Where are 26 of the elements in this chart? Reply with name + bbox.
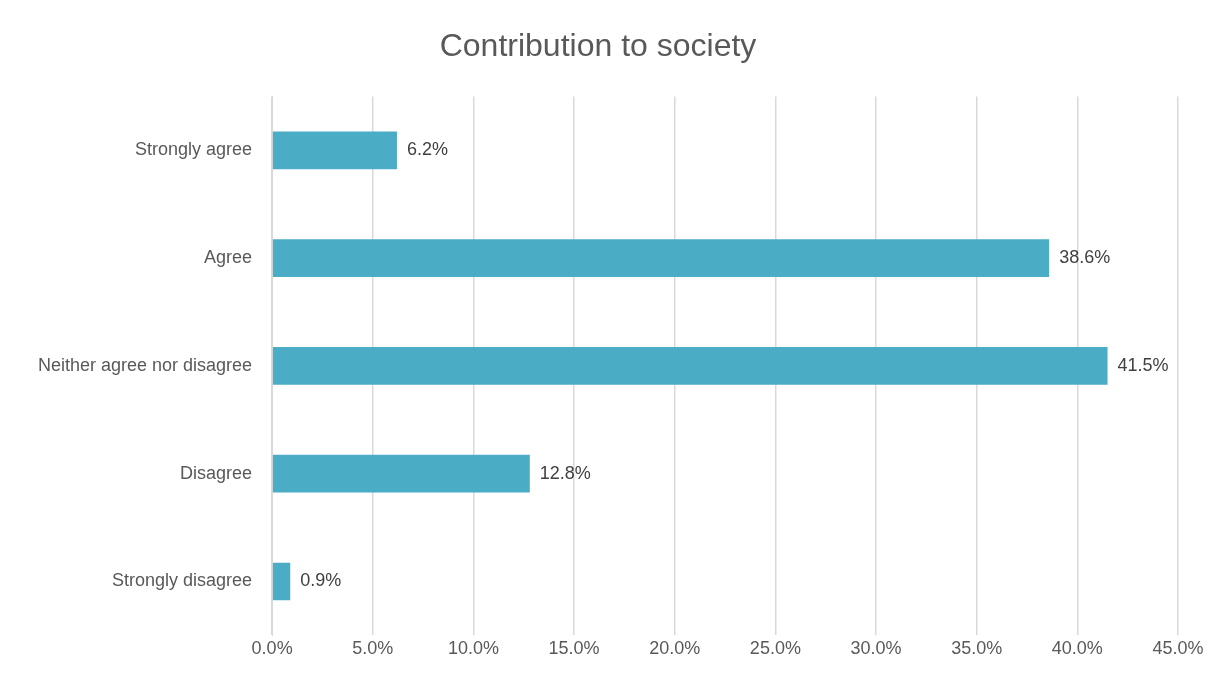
- chart-title: Contribution to society: [439, 27, 757, 64]
- y-tick-label: Strongly disagree: [112, 570, 253, 591]
- x-tick-label: 35.0%: [951, 638, 1003, 659]
- data-label: 6.2%: [406, 139, 448, 160]
- x-tick-label: 40.0%: [1051, 638, 1103, 659]
- x-tick-label: 25.0%: [749, 638, 801, 659]
- x-tick-label: 10.0%: [447, 638, 499, 659]
- x-tick-label: 5.0%: [352, 638, 394, 659]
- x-tick-label: 15.0%: [548, 638, 600, 659]
- x-tick-label: 45.0%: [1152, 638, 1204, 659]
- x-tick-label: 30.0%: [850, 638, 902, 659]
- bar: [272, 562, 291, 601]
- y-tick-label: Strongly agree: [135, 139, 253, 160]
- bar: [272, 347, 1108, 385]
- bar: [272, 239, 1050, 277]
- bar: [272, 131, 397, 170]
- y-tick-label: Disagree: [180, 462, 253, 483]
- x-tick-label: 0.0%: [251, 638, 293, 659]
- x-tick-label: 20.0%: [649, 638, 701, 659]
- data-label: 12.8%: [539, 462, 591, 483]
- bar: [272, 454, 530, 493]
- data-label: 41.5%: [1117, 354, 1169, 375]
- data-label: 0.9%: [300, 570, 342, 591]
- y-tick-label: Agree: [204, 247, 253, 268]
- y-tick-label: Neither agree nor disagree: [37, 354, 253, 375]
- data-label: 38.6%: [1059, 247, 1111, 268]
